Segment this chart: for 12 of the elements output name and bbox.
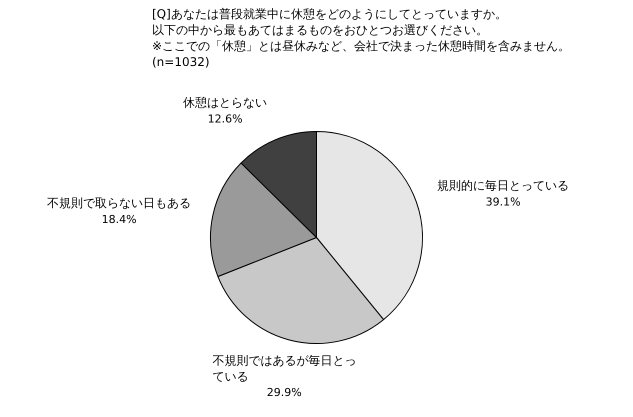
slice-label: 不規則で取らない日もある	[47, 196, 192, 210]
text: ※ここでの「休憩」とは昼休みなど、会社で決まった休憩時間を含みません。	[152, 38, 572, 54]
data-label: 12.6%	[208, 112, 243, 126]
data-label: 39.1%	[486, 195, 521, 208]
chart-title: [Q]あなたは普段就業中に休憩をどのようにしてとっていますか。	[152, 6, 508, 22]
data-label: 29.9%	[266, 386, 302, 400]
data-label: 18.4%	[102, 212, 137, 226]
text: (n=1032)	[152, 54, 211, 70]
chart-subtitle: 以下の中から最もあてはまるものをおひとつお選びください。	[152, 22, 489, 38]
slice-label: 休憩はとらない	[183, 96, 268, 110]
slice-label: 不規則ではあるが毎日とっている	[212, 354, 356, 384]
slice-label: 規則的に毎日とっている	[437, 178, 570, 193]
